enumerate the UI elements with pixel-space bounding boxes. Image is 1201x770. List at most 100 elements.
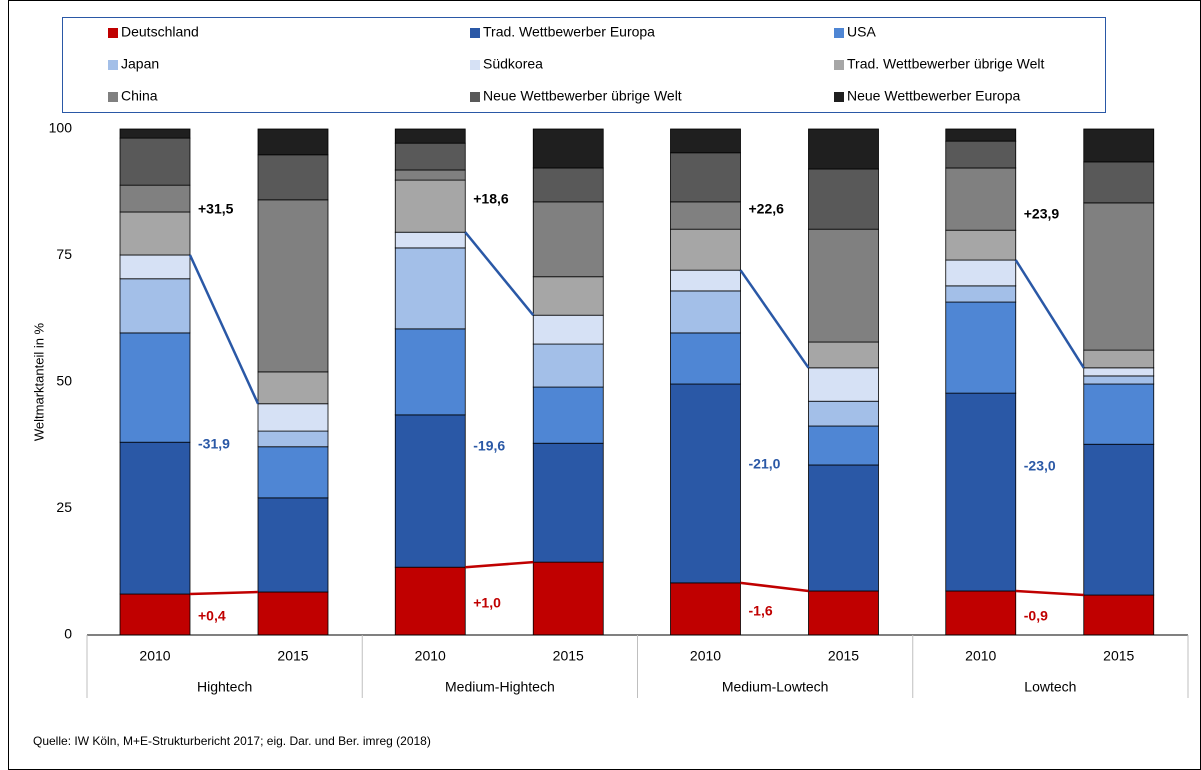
group-label: Medium-Hightech [445, 679, 555, 695]
annotation: +0,4 [198, 608, 226, 624]
bar-segment [532, 386, 604, 444]
bar-segment [1083, 349, 1155, 369]
bar-segment [532, 442, 604, 563]
bar-segment [945, 229, 1017, 261]
connector-line [1014, 259, 1085, 369]
bar-segment [945, 392, 1017, 592]
bar-segment [257, 199, 329, 373]
bar-segment [257, 128, 329, 156]
bar-segment [945, 259, 1017, 287]
x-tick-label: 2015 [553, 648, 584, 664]
bar-segment [1083, 383, 1155, 445]
y-tick-label: 100 [49, 120, 73, 136]
legend-label: Südkorea [483, 56, 543, 72]
annotation: -1,6 [749, 603, 773, 619]
y-tick-label: 50 [56, 373, 72, 389]
annotation: -23,0 [1024, 458, 1056, 474]
bar-segment [1083, 443, 1155, 596]
legend-box [62, 17, 1106, 113]
bar-segment [808, 464, 879, 592]
legend-swatch [470, 60, 480, 70]
bar-segment [394, 247, 466, 330]
y-tick-label: 25 [56, 499, 72, 515]
connector-line [464, 231, 535, 317]
bar-segment [257, 371, 329, 405]
x-tick-label: 2010 [690, 648, 721, 664]
bar-segment [119, 593, 191, 636]
bar-segment [945, 140, 1017, 169]
legend-label: USA [847, 24, 876, 40]
bar-segment [532, 314, 604, 345]
bar-segment [394, 169, 466, 181]
bar-segment [119, 128, 191, 139]
bar-segment [532, 128, 604, 169]
bar-segment [945, 590, 1017, 636]
bar-segment [670, 201, 741, 230]
bar-segment [394, 231, 466, 249]
legend-label: Trad. Wettbewerber übrige Welt [847, 56, 1044, 72]
bar-segment [670, 383, 741, 584]
bar-segment [257, 591, 329, 636]
bar-segment [394, 328, 466, 416]
y-tick-label: 75 [56, 246, 72, 262]
bar-segment [670, 332, 741, 385]
bar-segment [119, 254, 191, 280]
legend-label: China [121, 88, 158, 104]
bar-segment [670, 269, 741, 292]
annotation: -0,9 [1024, 608, 1048, 624]
annotation: +31,5 [198, 201, 234, 217]
x-tick-label: 2015 [828, 648, 859, 664]
bar-segment [670, 152, 741, 203]
bar-segment [394, 414, 466, 568]
bar-segment [257, 154, 329, 201]
x-tick-label: 2010 [139, 648, 170, 664]
annotation: +1,0 [473, 595, 501, 611]
bar-segment [119, 211, 191, 256]
x-tick-label: 2010 [965, 648, 996, 664]
bar-segment [1083, 202, 1155, 351]
connector-line [188, 254, 260, 405]
group-label: Lowtech [1024, 679, 1076, 695]
legend-swatch [108, 92, 118, 102]
bar-segment [532, 167, 604, 203]
source: Quelle: IW Köln, M+E-Strukturbericht 201… [33, 734, 431, 748]
bar-segment [945, 167, 1017, 231]
bar-segment [257, 497, 329, 593]
bar-segment [257, 446, 329, 499]
group-label: Medium-Lowtech [722, 679, 829, 695]
x-tick-label: 2015 [1103, 648, 1134, 664]
legend-label: Deutschland [121, 24, 199, 40]
bar-segment [119, 278, 191, 334]
bar-segment [808, 228, 879, 343]
bar-segment [808, 590, 879, 636]
legend-swatch [834, 28, 844, 38]
bar-segment [532, 276, 604, 316]
group-label: Hightech [197, 679, 252, 695]
bar-segment [670, 128, 741, 154]
bar-segment [119, 332, 191, 443]
bar-segment [394, 566, 466, 636]
legend-swatch [108, 60, 118, 70]
bar-segment [532, 343, 604, 388]
bar-segment [119, 441, 191, 595]
connector-line [465, 560, 534, 569]
bar-segment [119, 137, 191, 186]
legend-label: Neue Wettbewerber Europa [847, 88, 1020, 104]
bar-segment [808, 168, 879, 230]
x-tick-label: 2010 [415, 648, 446, 664]
bar-segment [1083, 367, 1155, 377]
legend-label: Trad. Wettbewerber Europa [483, 24, 655, 40]
bar-segment [808, 400, 879, 427]
legend-swatch [834, 60, 844, 70]
bar-segment [1083, 161, 1155, 204]
bar-segment [945, 128, 1017, 142]
bar-segment [808, 341, 879, 369]
legend-swatch [470, 28, 480, 38]
annotation: -19,6 [473, 438, 505, 454]
x-tick-label: 2015 [277, 648, 308, 664]
bar-segment [945, 301, 1017, 394]
legend-label: Neue Wettbewerber übrige Welt [483, 88, 682, 104]
legend-swatch [108, 28, 118, 38]
bar-segment [945, 285, 1017, 303]
